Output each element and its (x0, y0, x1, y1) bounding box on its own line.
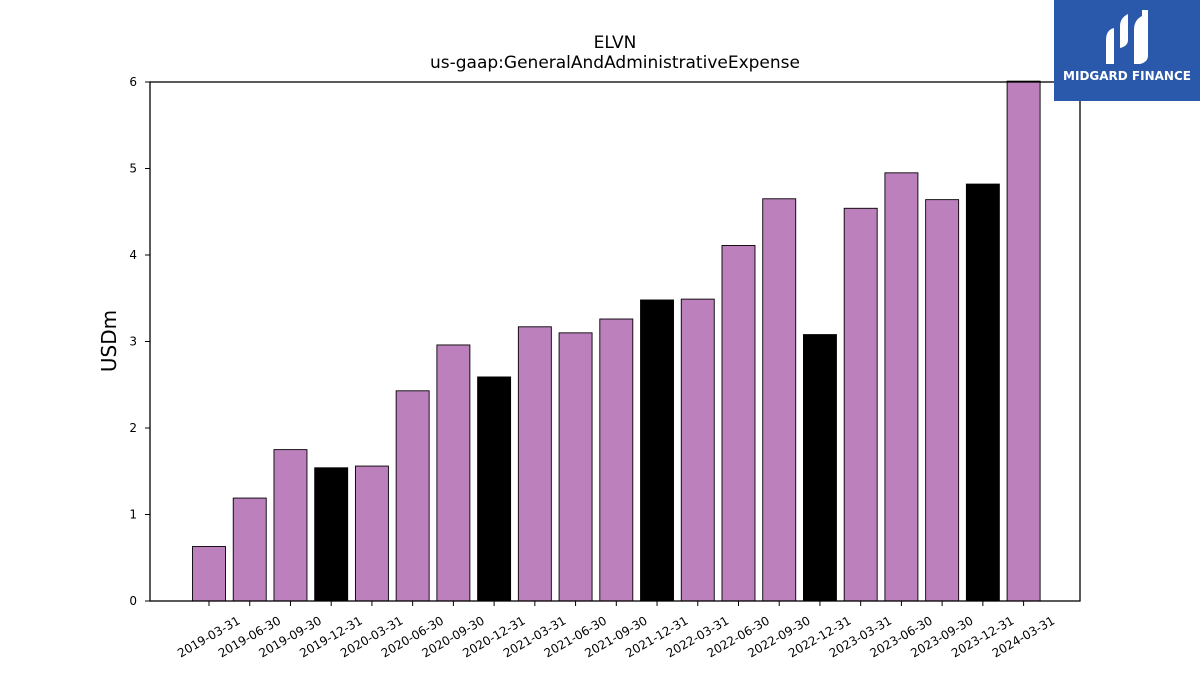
bar-2022-09-30 (762, 198, 797, 602)
y-tick-label: 1 (129, 508, 137, 522)
bar-2020-03-31 (354, 465, 389, 602)
bar-2023-12-31 (965, 183, 1000, 602)
chart-title: ELVN (594, 33, 637, 53)
bar-2019-12-31 (314, 467, 349, 602)
midgard-finance-logo: MIDGARD FINANCE (1054, 0, 1200, 101)
y-tick-label: 2 (129, 421, 137, 435)
y-axis-label: USDm (97, 310, 121, 372)
bar-2021-12-31 (640, 299, 674, 602)
bar-2022-03-31 (680, 298, 715, 602)
x-ticks-group: 2019-03-312019-06-302019-09-302019-12-31… (175, 601, 1057, 660)
bar-2021-06-30 (558, 332, 593, 602)
bar-2020-09-30 (436, 344, 471, 602)
y-ticks-group: 0 1 2 3 4 5 6 (129, 75, 150, 608)
bars-group (192, 80, 1041, 602)
bar-2020-12-31 (477, 376, 512, 602)
bar-2024-03-31 (1006, 80, 1041, 602)
bar-2019-09-30 (273, 449, 308, 602)
logo-mark-icon (1106, 10, 1148, 64)
bar-2021-09-30 (599, 318, 634, 602)
y-tick-label: 4 (129, 248, 137, 262)
bar-2019-03-31 (192, 546, 226, 602)
chart-subtitle: us-gaap:GeneralAndAdministrativeExpense (430, 53, 800, 73)
plot-frame (149, 81, 1081, 602)
logo-text: MIDGARD FINANCE (1063, 69, 1191, 83)
bar-2023-06-30 (884, 172, 919, 602)
bar-2023-09-30 (925, 199, 960, 602)
bar-2021-03-31 (517, 326, 552, 602)
bar-2023-03-31 (843, 207, 878, 602)
bar-2020-06-30 (395, 390, 430, 602)
y-tick-label: 0 (129, 594, 137, 608)
y-tick-label: 6 (129, 75, 137, 89)
y-tick-label: 5 (129, 162, 137, 176)
y-tick-label: 3 (129, 335, 137, 349)
bar-2022-12-31 (803, 334, 837, 602)
bar-2019-06-30 (232, 497, 267, 602)
bar-2022-06-30 (721, 245, 756, 602)
